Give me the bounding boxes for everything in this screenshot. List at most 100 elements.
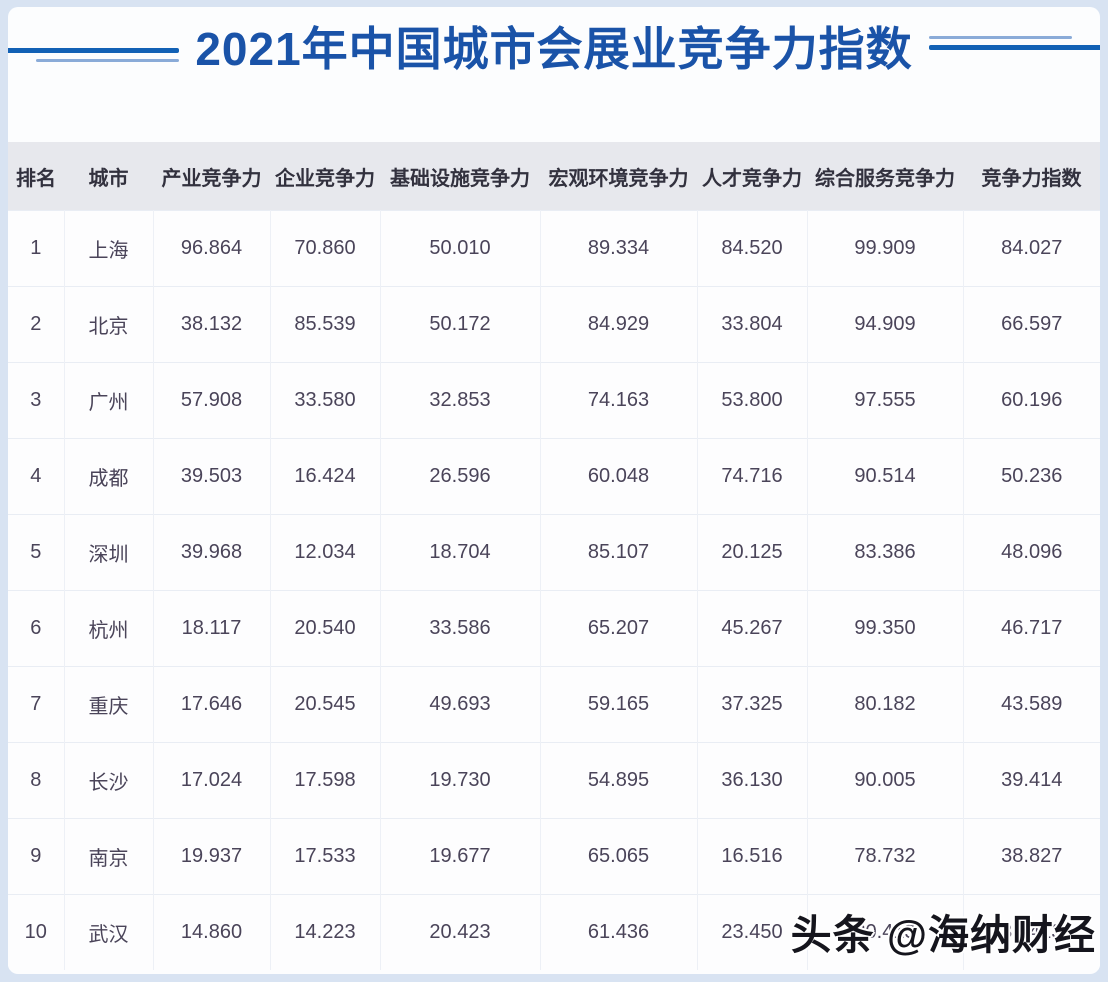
value-cell: 59.165 bbox=[540, 666, 698, 743]
value-cell: 39.414 bbox=[963, 742, 1100, 819]
value-cell: 65.065 bbox=[540, 818, 698, 895]
column-header-service: 综合服务竞争力 bbox=[807, 142, 963, 211]
value-cell: 57.908 bbox=[153, 362, 271, 439]
value-cell: 19.937 bbox=[153, 818, 271, 895]
value-cell: 16.516 bbox=[697, 818, 808, 895]
value-cell: 37.325 bbox=[697, 666, 808, 743]
value-cell: 17.024 bbox=[153, 742, 271, 819]
city-cell: 南京 bbox=[64, 818, 154, 895]
column-header-infrastructure: 基础设施竞争力 bbox=[380, 142, 540, 211]
value-cell: 84.027 bbox=[963, 210, 1100, 287]
table-header-row: 排名 城市 产业竞争力 企业竞争力 基础设施竞争力 宏观环境竞争力 人才竞争力 … bbox=[8, 142, 1100, 211]
value-cell: 20.540 bbox=[270, 590, 381, 667]
value-cell: 80.182 bbox=[807, 666, 964, 743]
value-cell: 89.334 bbox=[540, 210, 698, 287]
value-cell: 33.586 bbox=[380, 590, 541, 667]
city-cell: 重庆 bbox=[64, 666, 154, 743]
value-cell: 53.800 bbox=[697, 362, 808, 439]
rank-cell: 3 bbox=[8, 362, 65, 439]
value-cell: 20.423 bbox=[380, 894, 541, 970]
value-cell: 50.236 bbox=[963, 438, 1100, 515]
value-cell: 60.196 bbox=[963, 362, 1100, 439]
divider-line bbox=[928, 36, 1072, 39]
value-cell: 18.117 bbox=[153, 590, 271, 667]
value-cell: 36.130 bbox=[697, 742, 808, 819]
column-header-city: 城市 bbox=[64, 142, 153, 211]
divider-line bbox=[928, 45, 1100, 50]
table-row: 5 深圳 39.968 12.034 18.704 85.107 20.125 … bbox=[8, 514, 1100, 591]
city-cell: 深圳 bbox=[64, 514, 154, 591]
table-row: 3 广州 57.908 33.580 32.853 74.163 53.800 … bbox=[8, 362, 1100, 439]
value-cell: 83.386 bbox=[807, 514, 964, 591]
value-cell: 78.732 bbox=[807, 818, 964, 895]
table-row: 10 武汉 14.860 14.223 20.423 61.436 23.450… bbox=[8, 894, 1100, 970]
city-cell: 长沙 bbox=[64, 742, 154, 819]
table-row: 9 南京 19.937 17.533 19.677 65.065 16.516 … bbox=[8, 818, 1100, 895]
column-header-index: 竞争力指数 bbox=[963, 142, 1100, 211]
title-decoration-left bbox=[8, 31, 180, 67]
value-cell: 70.860 bbox=[270, 210, 381, 287]
value-cell: 85.107 bbox=[540, 514, 698, 591]
value-cell: 26.596 bbox=[380, 438, 541, 515]
value-cell: 85.539 bbox=[270, 286, 381, 363]
rank-cell: 5 bbox=[8, 514, 65, 591]
value-cell: 66.597 bbox=[963, 286, 1100, 363]
title-bar: 2021年中国城市会展业竞争力指数 bbox=[8, 9, 1100, 89]
value-cell: 84.520 bbox=[697, 210, 808, 287]
rank-cell: 8 bbox=[8, 742, 65, 819]
exhibition-index-card: 2021年中国城市会展业竞争力指数 排名 城市 产业竞争力 企业竞争力 基础设施… bbox=[8, 7, 1100, 974]
rank-cell: 6 bbox=[8, 590, 65, 667]
value-cell: 23.450 bbox=[697, 894, 808, 970]
value-cell: 49.693 bbox=[380, 666, 541, 743]
table-row: 7 重庆 17.646 20.545 49.693 59.165 37.325 … bbox=[8, 666, 1100, 743]
value-cell: 17.533 bbox=[270, 818, 381, 895]
table-row: 1 上海 96.864 70.860 50.010 89.334 84.520 … bbox=[8, 210, 1100, 287]
value-cell: 96.864 bbox=[153, 210, 271, 287]
value-cell: 60.048 bbox=[540, 438, 698, 515]
value-cell: 74.163 bbox=[540, 362, 698, 439]
city-cell: 成都 bbox=[64, 438, 154, 515]
value-cell: 19.730 bbox=[380, 742, 541, 819]
city-cell: 广州 bbox=[64, 362, 154, 439]
value-cell: 18.704 bbox=[380, 514, 541, 591]
value-cell: 33.580 bbox=[270, 362, 381, 439]
value-cell: 74.716 bbox=[697, 438, 808, 515]
column-header-talent: 人才竞争力 bbox=[697, 142, 807, 211]
value-cell: 38.827 bbox=[963, 818, 1100, 895]
column-header-industry: 产业竞争力 bbox=[153, 142, 270, 211]
column-header-macro-env: 宏观环境竞争力 bbox=[540, 142, 697, 211]
column-header-rank: 排名 bbox=[8, 142, 64, 211]
value-cell: 84.929 bbox=[540, 286, 698, 363]
value-cell: 46.717 bbox=[963, 590, 1100, 667]
divider-line bbox=[8, 48, 180, 53]
title-decoration-right bbox=[928, 31, 1100, 67]
value-cell: 43.589 bbox=[963, 666, 1100, 743]
divider-line bbox=[36, 59, 180, 62]
value-cell: 48.096 bbox=[963, 514, 1100, 591]
value-cell: 45.267 bbox=[697, 590, 808, 667]
table-row: 4 成都 39.503 16.424 26.596 60.048 74.716 … bbox=[8, 438, 1100, 515]
value-cell: 99.909 bbox=[807, 210, 964, 287]
value-cell: 90.514 bbox=[807, 438, 964, 515]
rank-cell: 1 bbox=[8, 210, 65, 287]
value-cell: 99.350 bbox=[807, 590, 964, 667]
value-cell: 39.503 bbox=[153, 438, 271, 515]
value-cell: 39.968 bbox=[153, 514, 271, 591]
city-cell: 上海 bbox=[64, 210, 154, 287]
value-cell: 50.172 bbox=[380, 286, 541, 363]
value-cell: 20.545 bbox=[270, 666, 381, 743]
page-title: 2021年中国城市会展业竞争力指数 bbox=[195, 23, 913, 75]
value-cell: 14.223 bbox=[270, 894, 381, 970]
rank-cell: 10 bbox=[8, 894, 65, 970]
value-cell: 33.804 bbox=[697, 286, 808, 363]
value-cell: 38.132 bbox=[153, 286, 271, 363]
watermark: 头条 @海纳财经 bbox=[790, 912, 1096, 958]
rank-cell: 9 bbox=[8, 818, 65, 895]
value-cell: 20.125 bbox=[697, 514, 808, 591]
table-row: 6 杭州 18.117 20.540 33.586 65.207 45.267 … bbox=[8, 590, 1100, 667]
value-cell: 61.436 bbox=[540, 894, 698, 970]
table-row: 8 长沙 17.024 17.598 19.730 54.895 36.130 … bbox=[8, 742, 1100, 819]
value-cell: 17.598 bbox=[270, 742, 381, 819]
value-cell: 80.413 bbox=[807, 894, 964, 970]
table-container: 排名 城市 产业竞争力 企业竞争力 基础设施竞争力 宏观环境竞争力 人才竞争力 … bbox=[8, 142, 1100, 970]
